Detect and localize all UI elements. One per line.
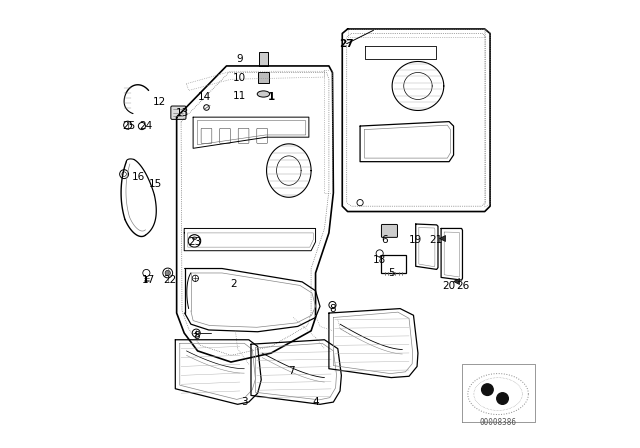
Text: 14: 14 — [198, 92, 211, 102]
Text: 25: 25 — [122, 121, 135, 131]
Text: 16: 16 — [132, 172, 145, 182]
Text: 15: 15 — [148, 179, 162, 189]
FancyBboxPatch shape — [381, 224, 397, 237]
Text: 3: 3 — [241, 397, 248, 407]
Text: 7: 7 — [288, 366, 294, 376]
Text: 19: 19 — [409, 235, 422, 245]
Text: 9: 9 — [237, 54, 243, 64]
Ellipse shape — [192, 237, 196, 240]
Text: 12: 12 — [153, 98, 166, 108]
Text: 1: 1 — [268, 92, 275, 102]
Text: 8: 8 — [329, 304, 336, 314]
Text: 22: 22 — [163, 275, 176, 284]
Text: 11: 11 — [233, 91, 246, 101]
Circle shape — [165, 270, 170, 276]
FancyBboxPatch shape — [171, 106, 186, 119]
Text: 21: 21 — [429, 235, 442, 245]
Text: 13: 13 — [175, 108, 189, 118]
Circle shape — [497, 393, 508, 404]
Text: 4: 4 — [312, 397, 319, 407]
Text: 10: 10 — [234, 73, 246, 83]
Text: 24: 24 — [139, 121, 152, 131]
Text: 17: 17 — [142, 275, 156, 284]
Ellipse shape — [257, 91, 269, 97]
Circle shape — [482, 384, 493, 396]
Text: 18: 18 — [373, 254, 387, 265]
Text: 5: 5 — [388, 268, 394, 278]
Text: 00008386: 00008386 — [479, 418, 516, 426]
Text: 26: 26 — [457, 281, 470, 291]
Text: 6: 6 — [381, 235, 388, 245]
Text: 8: 8 — [193, 331, 200, 341]
Text: 27: 27 — [339, 39, 354, 49]
FancyBboxPatch shape — [258, 72, 269, 83]
Text: 2: 2 — [230, 279, 237, 289]
Text: 20: 20 — [442, 281, 456, 291]
Text: 23: 23 — [188, 237, 201, 247]
FancyBboxPatch shape — [259, 52, 268, 66]
